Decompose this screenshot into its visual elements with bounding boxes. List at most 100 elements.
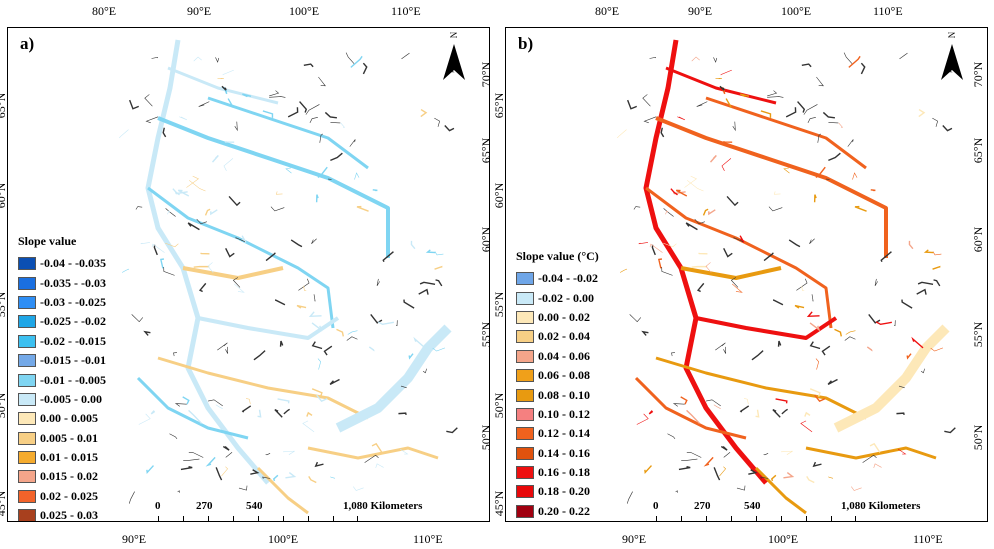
tributary: [169, 433, 178, 440]
tributary: [760, 110, 772, 118]
tributary: [633, 206, 641, 210]
a-legend-item: 0.025 - 0.03: [18, 506, 106, 521]
tributary: [277, 398, 290, 404]
tributary: [930, 347, 944, 352]
b-legend-label: 0.12 - 0.14: [538, 426, 590, 441]
tributary: [804, 411, 811, 417]
tick-top-b-1: 90°E: [688, 4, 713, 18]
tick-left-a-3: 50°N: [0, 392, 9, 419]
b-legend-swatch: [516, 330, 534, 344]
tributary: [317, 166, 328, 179]
tributary: [193, 56, 202, 62]
tick-bottom-a-1: 100°E: [268, 532, 299, 546]
tributary: [875, 321, 892, 326]
tributary: [723, 247, 733, 258]
tributary: [371, 442, 383, 453]
tributary: [911, 336, 924, 349]
tributary: [425, 249, 436, 254]
tributary: [151, 56, 159, 59]
tributary: [140, 242, 151, 245]
tributary: [432, 347, 446, 352]
b-legend-swatch: [516, 485, 534, 499]
tick-left-b-0: 65°N: [492, 92, 507, 119]
tributary: [932, 265, 941, 270]
tributary: [843, 52, 853, 65]
tributary: [319, 133, 323, 143]
a-legend-swatch: [18, 354, 36, 368]
tributary: [671, 352, 676, 357]
tributary: [368, 346, 375, 352]
tributary: [670, 188, 678, 196]
tributary: [382, 251, 394, 263]
tributary: [182, 396, 190, 405]
tributary: [223, 158, 234, 171]
tributary: [675, 490, 678, 493]
river-segment: [182, 266, 284, 280]
tributary: [772, 408, 781, 418]
tick-left-b-2: 55°N: [492, 291, 507, 318]
a-legend-label: 0.02 - 0.025: [40, 488, 98, 503]
tributary: [713, 467, 721, 481]
map-panel-a-drawing: [118, 39, 458, 515]
tributary: [165, 208, 176, 217]
tributary: [681, 458, 698, 461]
tributary: [807, 117, 816, 123]
tributary: [324, 111, 337, 119]
tributary: [801, 63, 812, 68]
tributary: [305, 104, 320, 115]
tributary: [318, 76, 326, 87]
legend-b: Slope value (°C) -0.04 - -0.02 -0.02 - 0.…: [516, 249, 599, 521]
tributary: [696, 101, 708, 107]
tributary: [720, 445, 728, 451]
tributary: [204, 208, 211, 216]
tributary: [691, 265, 708, 268]
tributary: [626, 491, 633, 504]
tributary: [812, 461, 822, 468]
a-legend-swatch: [18, 295, 36, 309]
b-legend-item: 0.12 - 0.14: [516, 424, 599, 443]
tributary: [801, 285, 805, 292]
tributary: [150, 410, 156, 415]
b-legend-label: 0.06 - 0.08: [538, 368, 590, 383]
tributary: [828, 152, 841, 162]
a-legend-item: 0.00 - 0.005: [18, 409, 106, 428]
tributary: [306, 411, 313, 417]
tributary: [316, 394, 328, 403]
b-legend-swatch: [516, 466, 534, 480]
tributary: [444, 125, 455, 132]
a-legend-swatch: [18, 431, 36, 445]
tributary: [250, 469, 260, 475]
tick-top-a-3: 110°E: [391, 4, 421, 18]
panel-b-label: b): [518, 34, 534, 53]
river-segment: [655, 356, 867, 420]
a-legend-swatch: [18, 334, 36, 348]
tributary: [232, 277, 241, 288]
tributary: [809, 341, 821, 350]
tributary: [302, 420, 315, 433]
tributary: [862, 454, 877, 463]
tick-top-b-0: 80°E: [595, 4, 620, 18]
tick-bottom-b-2: 110°E: [913, 532, 943, 546]
a-legend-swatch: [18, 315, 36, 329]
tick-bottom-a-2: 110°E: [413, 532, 443, 546]
tributary: [702, 208, 709, 216]
b-legend-item: 0.10 - 0.12: [516, 405, 599, 424]
tick-right-b-1: 65°N: [971, 137, 986, 164]
tributary: [777, 340, 782, 347]
tributary: [893, 320, 896, 327]
tributary: [128, 491, 135, 504]
a-legend-swatch: [18, 373, 36, 387]
tributary: [638, 242, 649, 245]
tributary: [290, 239, 303, 248]
tributary: [763, 252, 774, 262]
tributary: [684, 175, 698, 188]
tributary: [743, 398, 749, 405]
tributary: [143, 330, 151, 336]
a-legend-item: -0.005 - 0.00: [18, 390, 106, 409]
tributary: [238, 485, 248, 491]
map-panel-a: a) N Slope value -0.04 - -0.035 -0.035 - …: [7, 27, 490, 522]
tributary: [299, 101, 308, 113]
tick-left-b-3: 50°N: [492, 392, 507, 419]
tributary: [193, 265, 210, 268]
tributary: [317, 358, 322, 370]
